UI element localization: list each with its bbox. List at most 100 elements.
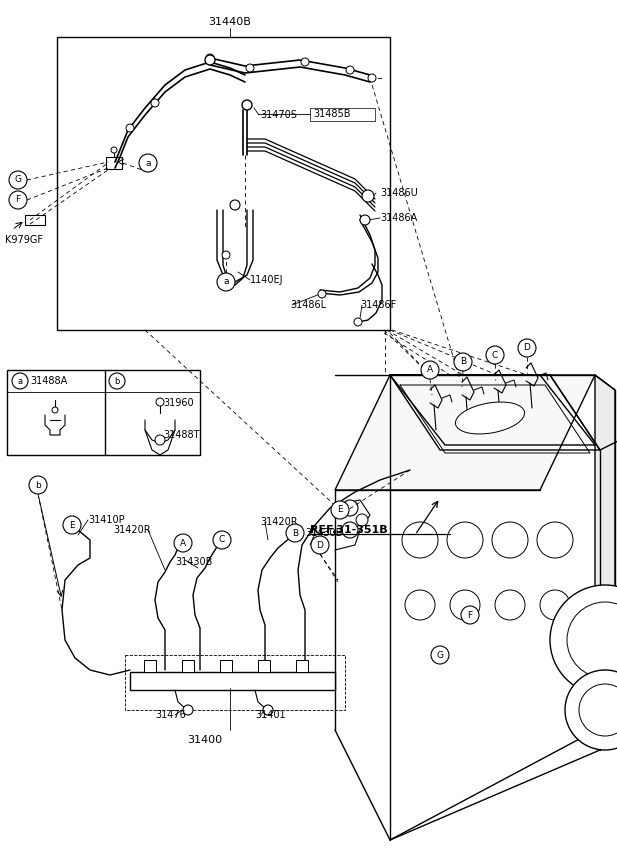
Circle shape — [151, 99, 159, 107]
Text: E: E — [337, 505, 343, 515]
Circle shape — [518, 339, 536, 357]
Circle shape — [421, 361, 439, 379]
Circle shape — [447, 522, 483, 558]
Circle shape — [540, 590, 570, 620]
Text: 31470S: 31470S — [260, 110, 297, 120]
Circle shape — [29, 476, 47, 494]
Circle shape — [454, 353, 472, 371]
Circle shape — [579, 684, 617, 736]
Text: K979GF: K979GF — [5, 235, 43, 245]
Circle shape — [9, 171, 27, 189]
Text: F: F — [468, 611, 473, 620]
Circle shape — [126, 124, 134, 132]
Bar — [310, 108, 375, 121]
Text: b: b — [35, 481, 41, 489]
Text: C: C — [492, 350, 498, 360]
Circle shape — [346, 66, 354, 74]
Circle shape — [205, 55, 215, 65]
Text: D: D — [524, 343, 531, 353]
Bar — [144, 660, 156, 672]
Text: 31476: 31476 — [155, 710, 186, 720]
Text: F: F — [15, 196, 20, 204]
Circle shape — [155, 435, 165, 445]
Circle shape — [461, 606, 479, 624]
Circle shape — [402, 522, 438, 558]
Circle shape — [311, 536, 329, 554]
Bar — [106, 157, 122, 169]
Circle shape — [9, 191, 27, 209]
Text: 31486F: 31486F — [360, 300, 396, 310]
Text: 31430B: 31430B — [175, 557, 212, 567]
Text: A: A — [427, 365, 433, 375]
Text: 31410P: 31410P — [88, 515, 125, 525]
Bar — [125, 655, 345, 710]
Text: 31420R: 31420R — [260, 517, 297, 527]
Circle shape — [217, 273, 235, 291]
Text: 31440B: 31440B — [209, 17, 252, 27]
Text: a: a — [223, 277, 229, 287]
Text: 31486A: 31486A — [380, 213, 417, 223]
Polygon shape — [335, 375, 595, 490]
Circle shape — [331, 501, 349, 519]
Circle shape — [495, 590, 525, 620]
Text: 31960: 31960 — [163, 398, 194, 408]
Circle shape — [242, 100, 252, 110]
Text: 31420R: 31420R — [113, 525, 151, 535]
Circle shape — [486, 346, 504, 364]
Text: 31488A: 31488A — [30, 376, 67, 386]
Circle shape — [12, 373, 28, 389]
Text: a: a — [17, 377, 23, 386]
Circle shape — [342, 500, 358, 516]
Circle shape — [52, 407, 58, 413]
Circle shape — [318, 290, 326, 298]
Text: D: D — [317, 540, 323, 550]
Circle shape — [213, 531, 231, 549]
Circle shape — [431, 646, 449, 664]
Text: C: C — [219, 535, 225, 544]
Circle shape — [356, 514, 368, 526]
Circle shape — [405, 590, 435, 620]
Circle shape — [174, 534, 192, 552]
Circle shape — [222, 251, 230, 259]
Circle shape — [63, 516, 81, 534]
Bar — [182, 660, 194, 672]
Circle shape — [301, 58, 309, 66]
Circle shape — [537, 522, 573, 558]
Text: G: G — [436, 650, 444, 660]
Text: 31486U: 31486U — [380, 188, 418, 198]
Polygon shape — [595, 375, 615, 720]
Bar — [296, 660, 308, 672]
Circle shape — [362, 190, 374, 202]
Circle shape — [263, 705, 273, 715]
Text: REF.31-351B: REF.31-351B — [310, 525, 387, 535]
Bar — [57, 37, 390, 330]
Text: a: a — [145, 159, 151, 168]
Circle shape — [286, 524, 304, 542]
Text: A: A — [180, 538, 186, 548]
Circle shape — [139, 154, 157, 172]
Circle shape — [354, 318, 362, 326]
Text: B: B — [292, 528, 298, 538]
Circle shape — [246, 64, 254, 72]
Circle shape — [230, 200, 240, 210]
Text: 31430B: 31430B — [305, 528, 342, 538]
Text: E: E — [69, 521, 75, 529]
Text: 31486L: 31486L — [290, 300, 326, 310]
Text: 1140EJ: 1140EJ — [250, 275, 283, 285]
Text: b: b — [114, 377, 120, 386]
Circle shape — [450, 590, 480, 620]
Circle shape — [492, 522, 528, 558]
Text: 31488T: 31488T — [163, 430, 199, 440]
Text: 31401: 31401 — [255, 710, 286, 720]
Bar — [7, 370, 200, 455]
Text: 31485B: 31485B — [313, 109, 350, 119]
Circle shape — [206, 54, 214, 62]
Circle shape — [550, 585, 617, 695]
Bar — [258, 660, 270, 672]
Circle shape — [183, 705, 193, 715]
Bar — [130, 672, 335, 690]
Circle shape — [368, 74, 376, 82]
Bar — [220, 660, 232, 672]
Ellipse shape — [455, 402, 524, 434]
Circle shape — [565, 670, 617, 750]
